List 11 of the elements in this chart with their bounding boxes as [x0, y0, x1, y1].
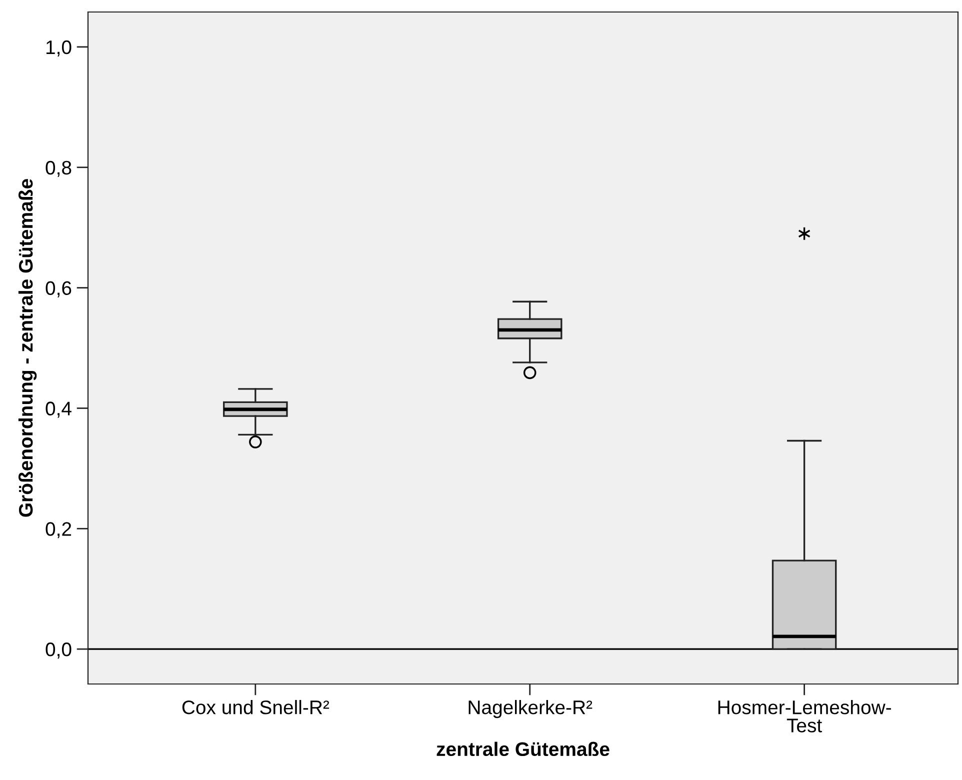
y-axis-title: Größenordnung - zentrale Gütemaße	[18, 179, 37, 517]
y-tick-label: 0,2	[46, 522, 72, 538]
y-tick-label: 0,0	[46, 642, 72, 659]
x-axis-title: zentrale Gütemaße	[436, 742, 610, 756]
y-tick-label: 0,4	[46, 402, 72, 418]
x-tick-label: Hosmer-Lemeshow-Test	[718, 700, 891, 732]
y-tick-label: 1,0	[46, 40, 72, 56]
x-tick-label: Cox und Snell-R²	[182, 700, 330, 714]
y-tick-label: 0,6	[46, 281, 72, 298]
x-tick-label: Nagelkerke-R²	[468, 700, 592, 718]
y-tick-label: 0,8	[46, 160, 72, 177]
